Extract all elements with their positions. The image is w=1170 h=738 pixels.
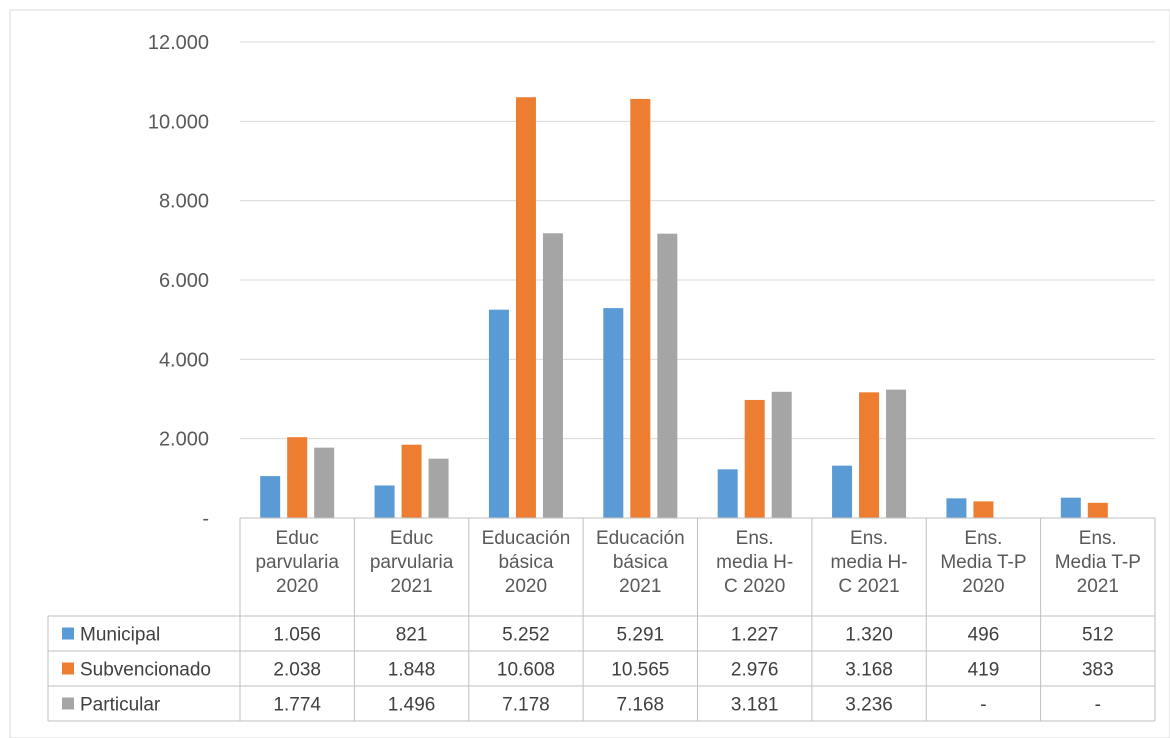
data-label: 1.774 [273,695,321,716]
bar-subvencionado [630,98,651,519]
bar-particular [771,391,792,518]
bar-subvencionado [859,392,880,518]
x-tick-label: Ens. [736,528,774,549]
x-tick-label: 2021 [390,576,432,597]
data-label: 419 [968,660,1000,681]
y-axis: - 2.000 4.000 6.000 8.000 10.000 12.000 [148,32,209,530]
data-label: 1.848 [388,660,436,681]
bar-subvencionado [515,97,536,518]
data-label: 5.291 [617,625,665,646]
x-tick-label: Educ [390,528,433,549]
data-label: 2.976 [731,660,779,681]
bar-particular [542,233,563,519]
data-label: 10.608 [497,660,555,681]
data-label: - [1095,695,1101,716]
legend-label-municipal: Municipal [80,625,160,646]
bar-municipal [832,465,853,518]
x-tick-label: Educación [596,528,685,549]
y-tick-label: - [202,508,209,530]
x-tick-label: básica [613,552,668,573]
bar-municipal [260,476,281,518]
bar-particular [314,447,335,518]
data-label: - [980,695,986,716]
x-tick-label: parvularia [370,552,454,573]
x-tick-label: 2020 [505,576,547,597]
bar-municipal [603,308,624,518]
bar-subvencionado [401,444,422,518]
legend-key-subvencionado [62,662,74,675]
legend-label-subvencionado: Subvencionado [80,660,211,681]
x-tick-label: Educ [276,528,319,549]
legend-key-municipal [62,627,74,640]
bar-municipal [488,309,509,518]
bar-particular [657,233,678,519]
y-tick-label: 4.000 [159,349,209,371]
data-label: 2.038 [273,660,321,681]
bar-particular [428,458,449,518]
data-label: 7.178 [502,695,550,716]
y-tick-label: 10.000 [148,111,209,133]
x-tick-label: media H- [716,552,793,573]
chart-border [9,9,1170,738]
data-table: Educ parvularia 2020 Educ parvularia 2021 Educ… [47,517,1156,722]
bar-subvencionado [1087,502,1108,518]
data-label: 1.056 [273,625,321,646]
x-tick-label: Ens. [1079,528,1117,549]
bar-municipal [717,469,738,518]
data-label: 821 [396,625,428,646]
bar-particular [886,389,907,518]
data-label: 496 [968,625,1000,646]
bar-municipal [1060,497,1081,518]
y-tick-label: 12.000 [148,32,209,54]
data-label: 1.496 [388,695,436,716]
data-label: 10.565 [611,660,669,681]
x-tick-label: básica [498,552,553,573]
data-label: 5.252 [502,625,550,646]
data-label: 512 [1082,625,1114,646]
legend-label-particular: Particular [80,695,161,716]
data-label: 3.168 [845,660,893,681]
x-tick-label: Media T-P [940,552,1026,573]
y-tick-label: 2.000 [159,429,209,451]
x-tick-label: 2020 [276,576,318,597]
x-tick-label: Media T-P [1055,552,1141,573]
data-label: 3.236 [845,695,893,716]
data-label: 1.320 [845,625,893,646]
x-tick-label: 2021 [619,576,661,597]
legend-key-particular [62,697,74,710]
bar-subvencionado [744,399,765,518]
bar-subvencionado [973,501,994,518]
x-tick-label: parvularia [255,552,339,573]
x-tick-label: Ens. [850,528,888,549]
y-tick-label: 8.000 [159,191,209,213]
x-tick-label: C 2020 [724,576,785,597]
data-label: 7.168 [617,695,665,716]
y-tick-label: 6.000 [159,270,209,292]
x-tick-label: Educación [482,528,571,549]
bar-municipal [946,498,967,518]
data-label: 3.181 [731,695,779,716]
x-tick-label: C 2021 [838,576,899,597]
data-label: 383 [1082,660,1114,681]
bar-municipal [374,485,395,518]
x-tick-label: 2021 [1077,576,1119,597]
bars [260,97,1108,519]
data-label: 1.227 [731,625,779,646]
x-tick-label: media H- [831,552,908,573]
x-tick-label: 2020 [962,576,1004,597]
bar-subvencionado [287,437,308,518]
x-tick-label: Ens. [964,528,1002,549]
